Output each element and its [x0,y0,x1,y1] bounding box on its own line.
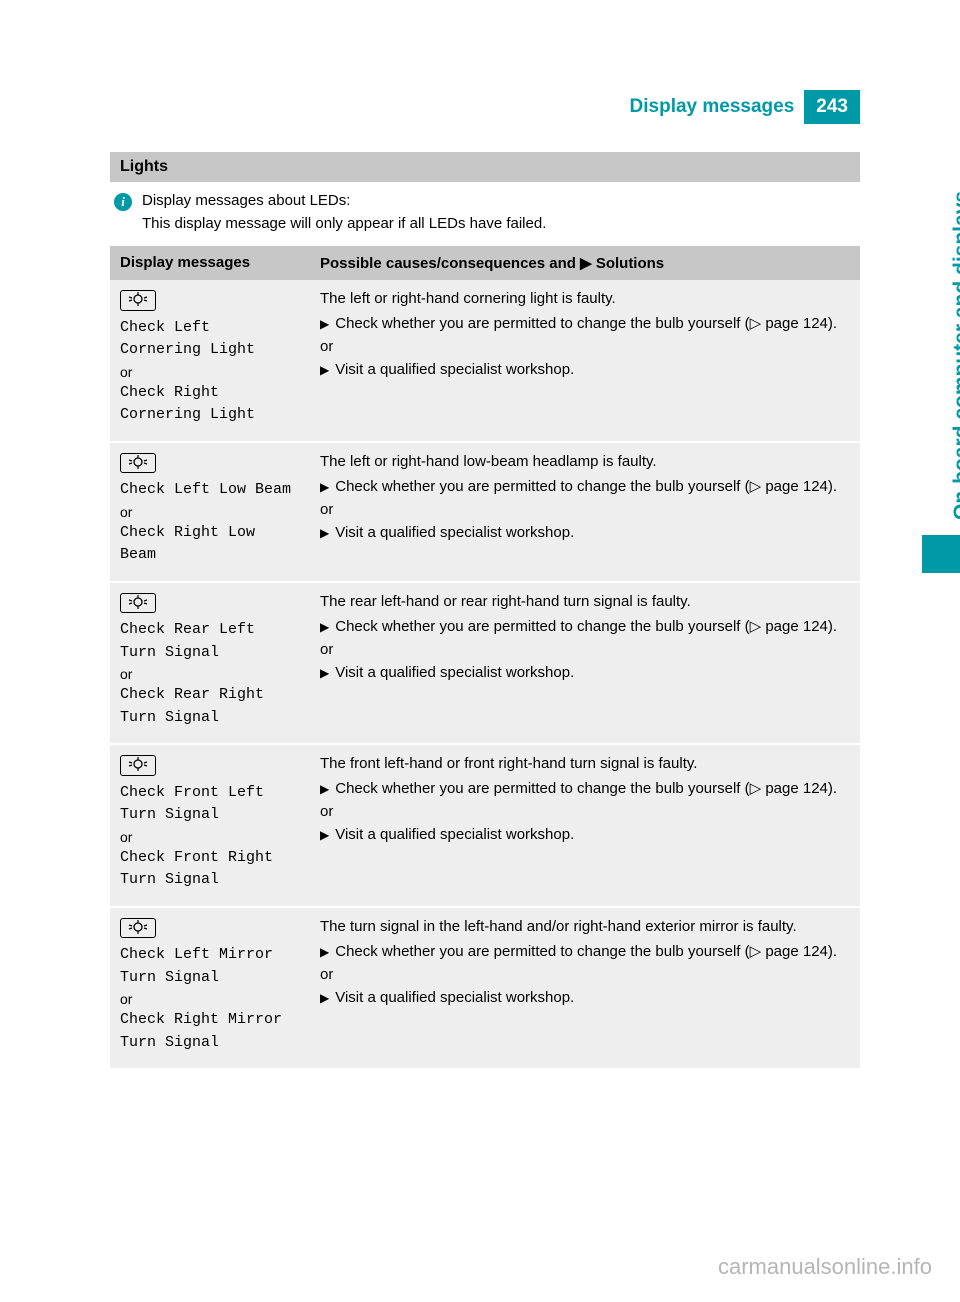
display-message-cell: Check Rear Left Turn Signal or Check Rear … [110,583,310,744]
solution-cell: The left or right-hand low-beam headlamp… [310,443,860,581]
or-divider: or [320,803,850,820]
info-text-2: This display message will only appear if… [110,215,860,246]
display-message-cell: Check Front Left Turn Signal or Check Fron… [110,745,310,906]
triangle-icon: ▶ [320,479,329,497]
solution-line: ▶ Check whether you are permitted to chan… [320,616,850,637]
solution-text: Visit a qualified specialist workshop. [335,662,574,683]
triangle-icon: ▶ [320,619,329,637]
message-text-2: Check Right Cornering Light [120,382,300,427]
solution-line: ▶ Check whether you are permitted to chan… [320,313,850,334]
message-text-1: Check Left Cornering Light [120,317,300,362]
cause-text: The rear left-hand or rear right-hand tu… [320,593,850,610]
solution-line: ▶ Check whether you are permitted to chan… [320,941,850,962]
header-page-number: 243 [804,90,860,124]
solution-line: ▶ Visit a qualified specialist workshop. [320,662,850,683]
solution-text: Check whether you are permitted to chang… [335,941,837,962]
message-text-1: Check Rear Left Turn Signal [120,619,300,664]
cause-text: The left or right-hand cornering light i… [320,290,850,307]
or-divider: or [320,966,850,983]
solution-text: Check whether you are permitted to chang… [335,313,837,334]
or-text: or [120,364,300,380]
header-title: Display messages [110,90,804,124]
or-divider: or [320,338,850,355]
solution-text: Visit a qualified specialist workshop. [335,824,574,845]
table-row: Check Front Left Turn Signal or Check Fron… [110,745,860,908]
messages-table: Display messages Possible causes/consequ… [110,246,860,1070]
solution-text: Check whether you are permitted to chang… [335,778,837,799]
section-heading: Lights [110,152,860,182]
solution-line: ▶ Check whether you are permitted to chan… [320,778,850,799]
info-icon: i [114,193,132,211]
solution-cell: The turn signal in the left-hand and/or … [310,908,860,1069]
side-tab-label: On-board computer and displays [950,140,960,520]
solution-text: Visit a qualified specialist workshop. [335,987,574,1008]
or-text: or [120,829,300,845]
page-content: Display messages 243 Lights i Display me… [110,90,860,1070]
solution-line: ▶ Visit a qualified specialist workshop. [320,824,850,845]
solution-text: Check whether you are permitted to chang… [335,476,837,497]
display-message-cell: Check Left Cornering Light or Check Right … [110,280,310,441]
message-text-2: Check Right Low Beam [120,522,300,567]
solution-cell: The left or right-hand cornering light i… [310,280,860,441]
display-message-cell: Check Left Low Beam or Check Right Low Bea… [110,443,310,581]
message-text-2: Check Rear Right Turn Signal [120,684,300,729]
triangle-icon: ▶ [320,827,329,845]
or-divider: or [320,501,850,518]
table-row: Check Left Low Beam or Check Right Low Bea… [110,443,860,583]
table-row: Check Left Cornering Light or Check Right … [110,280,860,443]
info-line: i Display messages about LEDs: [110,192,860,215]
message-text-1: Check Left Mirror Turn Signal [120,944,300,989]
triangle-icon: ▶ [320,316,329,334]
bulb-icon [120,593,156,614]
cause-text: The front left-hand or front right-hand … [320,755,850,772]
solution-text: Check whether you are permitted to chang… [335,616,837,637]
bulb-icon [120,755,156,776]
triangle-icon: ▶ [320,362,329,380]
solution-cell: The rear left-hand or rear right-hand tu… [310,583,860,744]
message-text-2: Check Front Right Turn Signal [120,847,300,892]
message-text-1: Check Left Low Beam [120,479,300,502]
side-tab: On-board computer and displays [912,140,960,560]
triangle-icon: ▶ [320,665,329,683]
bulb-icon [120,918,156,939]
table-row: Check Rear Left Turn Signal or Check Rear … [110,583,860,746]
solution-line: ▶ Visit a qualified specialist workshop. [320,359,850,380]
triangle-icon: ▶ [320,990,329,1008]
message-text-1: Check Front Left Turn Signal [120,782,300,827]
triangle-icon: ▶ [320,525,329,543]
bulb-icon [120,290,156,311]
solution-cell: The front left-hand or front right-hand … [310,745,860,906]
cause-text: The turn signal in the left-hand and/or … [320,918,850,935]
page-header: Display messages 243 [110,90,860,124]
solution-line: ▶ Visit a qualified specialist workshop. [320,522,850,543]
solution-line: ▶ Visit a qualified specialist workshop. [320,987,850,1008]
or-text: or [120,666,300,682]
table-row: Check Left Mirror Turn Signal or Check Rig… [110,908,860,1071]
display-message-cell: Check Left Mirror Turn Signal or Check Rig… [110,908,310,1069]
solution-line: ▶ Check whether you are permitted to chan… [320,476,850,497]
triangle-icon: ▶ [320,781,329,799]
info-text-1: Display messages about LEDs: [142,192,350,209]
table-header: Display messages Possible causes/consequ… [110,246,860,280]
table-header-solutions: Possible causes/consequences and ▶ Solut… [310,246,860,280]
or-text: or [120,991,300,1007]
message-text-2: Check Right Mirror Turn Signal [120,1009,300,1054]
solution-text: Visit a qualified specialist workshop. [335,359,574,380]
bulb-icon [120,453,156,474]
watermark: carmanualsonline.info [718,1254,932,1280]
solution-text: Visit a qualified specialist workshop. [335,522,574,543]
or-divider: or [320,641,850,658]
table-header-messages: Display messages [110,246,310,280]
cause-text: The left or right-hand low-beam headlamp… [320,453,850,470]
triangle-icon: ▶ [320,944,329,962]
or-text: or [120,504,300,520]
side-tab-marker [922,535,960,573]
